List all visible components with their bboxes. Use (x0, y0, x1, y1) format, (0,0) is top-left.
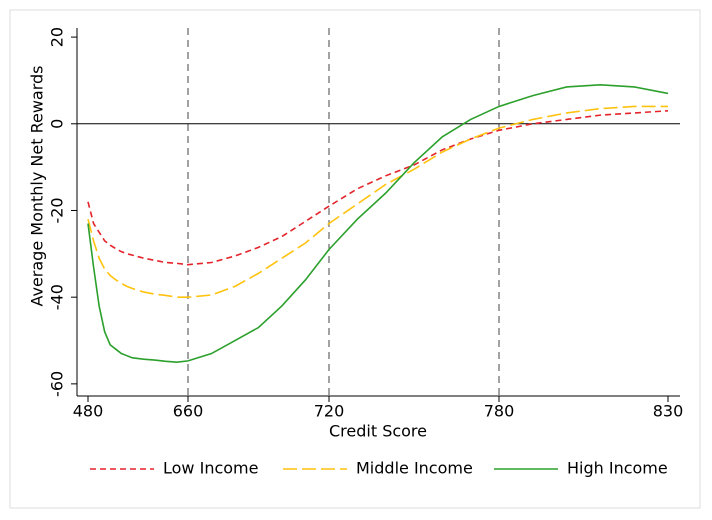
y-tick-label: 20 (48, 27, 67, 47)
series-line (87, 83, 669, 363)
x-tick-label: 480 (73, 402, 104, 421)
series-line (87, 109, 669, 266)
x-tick-label: 720 (314, 402, 345, 421)
series-line (87, 105, 668, 298)
x-tick-label: 780 (484, 402, 515, 421)
legend-label: Low Income (163, 459, 258, 478)
y-tick-label: 0 (48, 119, 67, 129)
legend-label: High Income (567, 459, 668, 478)
y-tick-label: -60 (48, 371, 67, 397)
y-axis-label: Average Monthly Net Rewards (28, 65, 47, 306)
x-tick-label: 830 (653, 402, 684, 421)
legend-label: Middle Income (356, 459, 473, 478)
frame (9, 9, 701, 509)
y-tick-label: -20 (48, 197, 67, 223)
y-tick-label: -40 (48, 284, 67, 310)
x-axis-label: Credit Score (329, 422, 427, 441)
x-tick-label: 660 (173, 402, 204, 421)
